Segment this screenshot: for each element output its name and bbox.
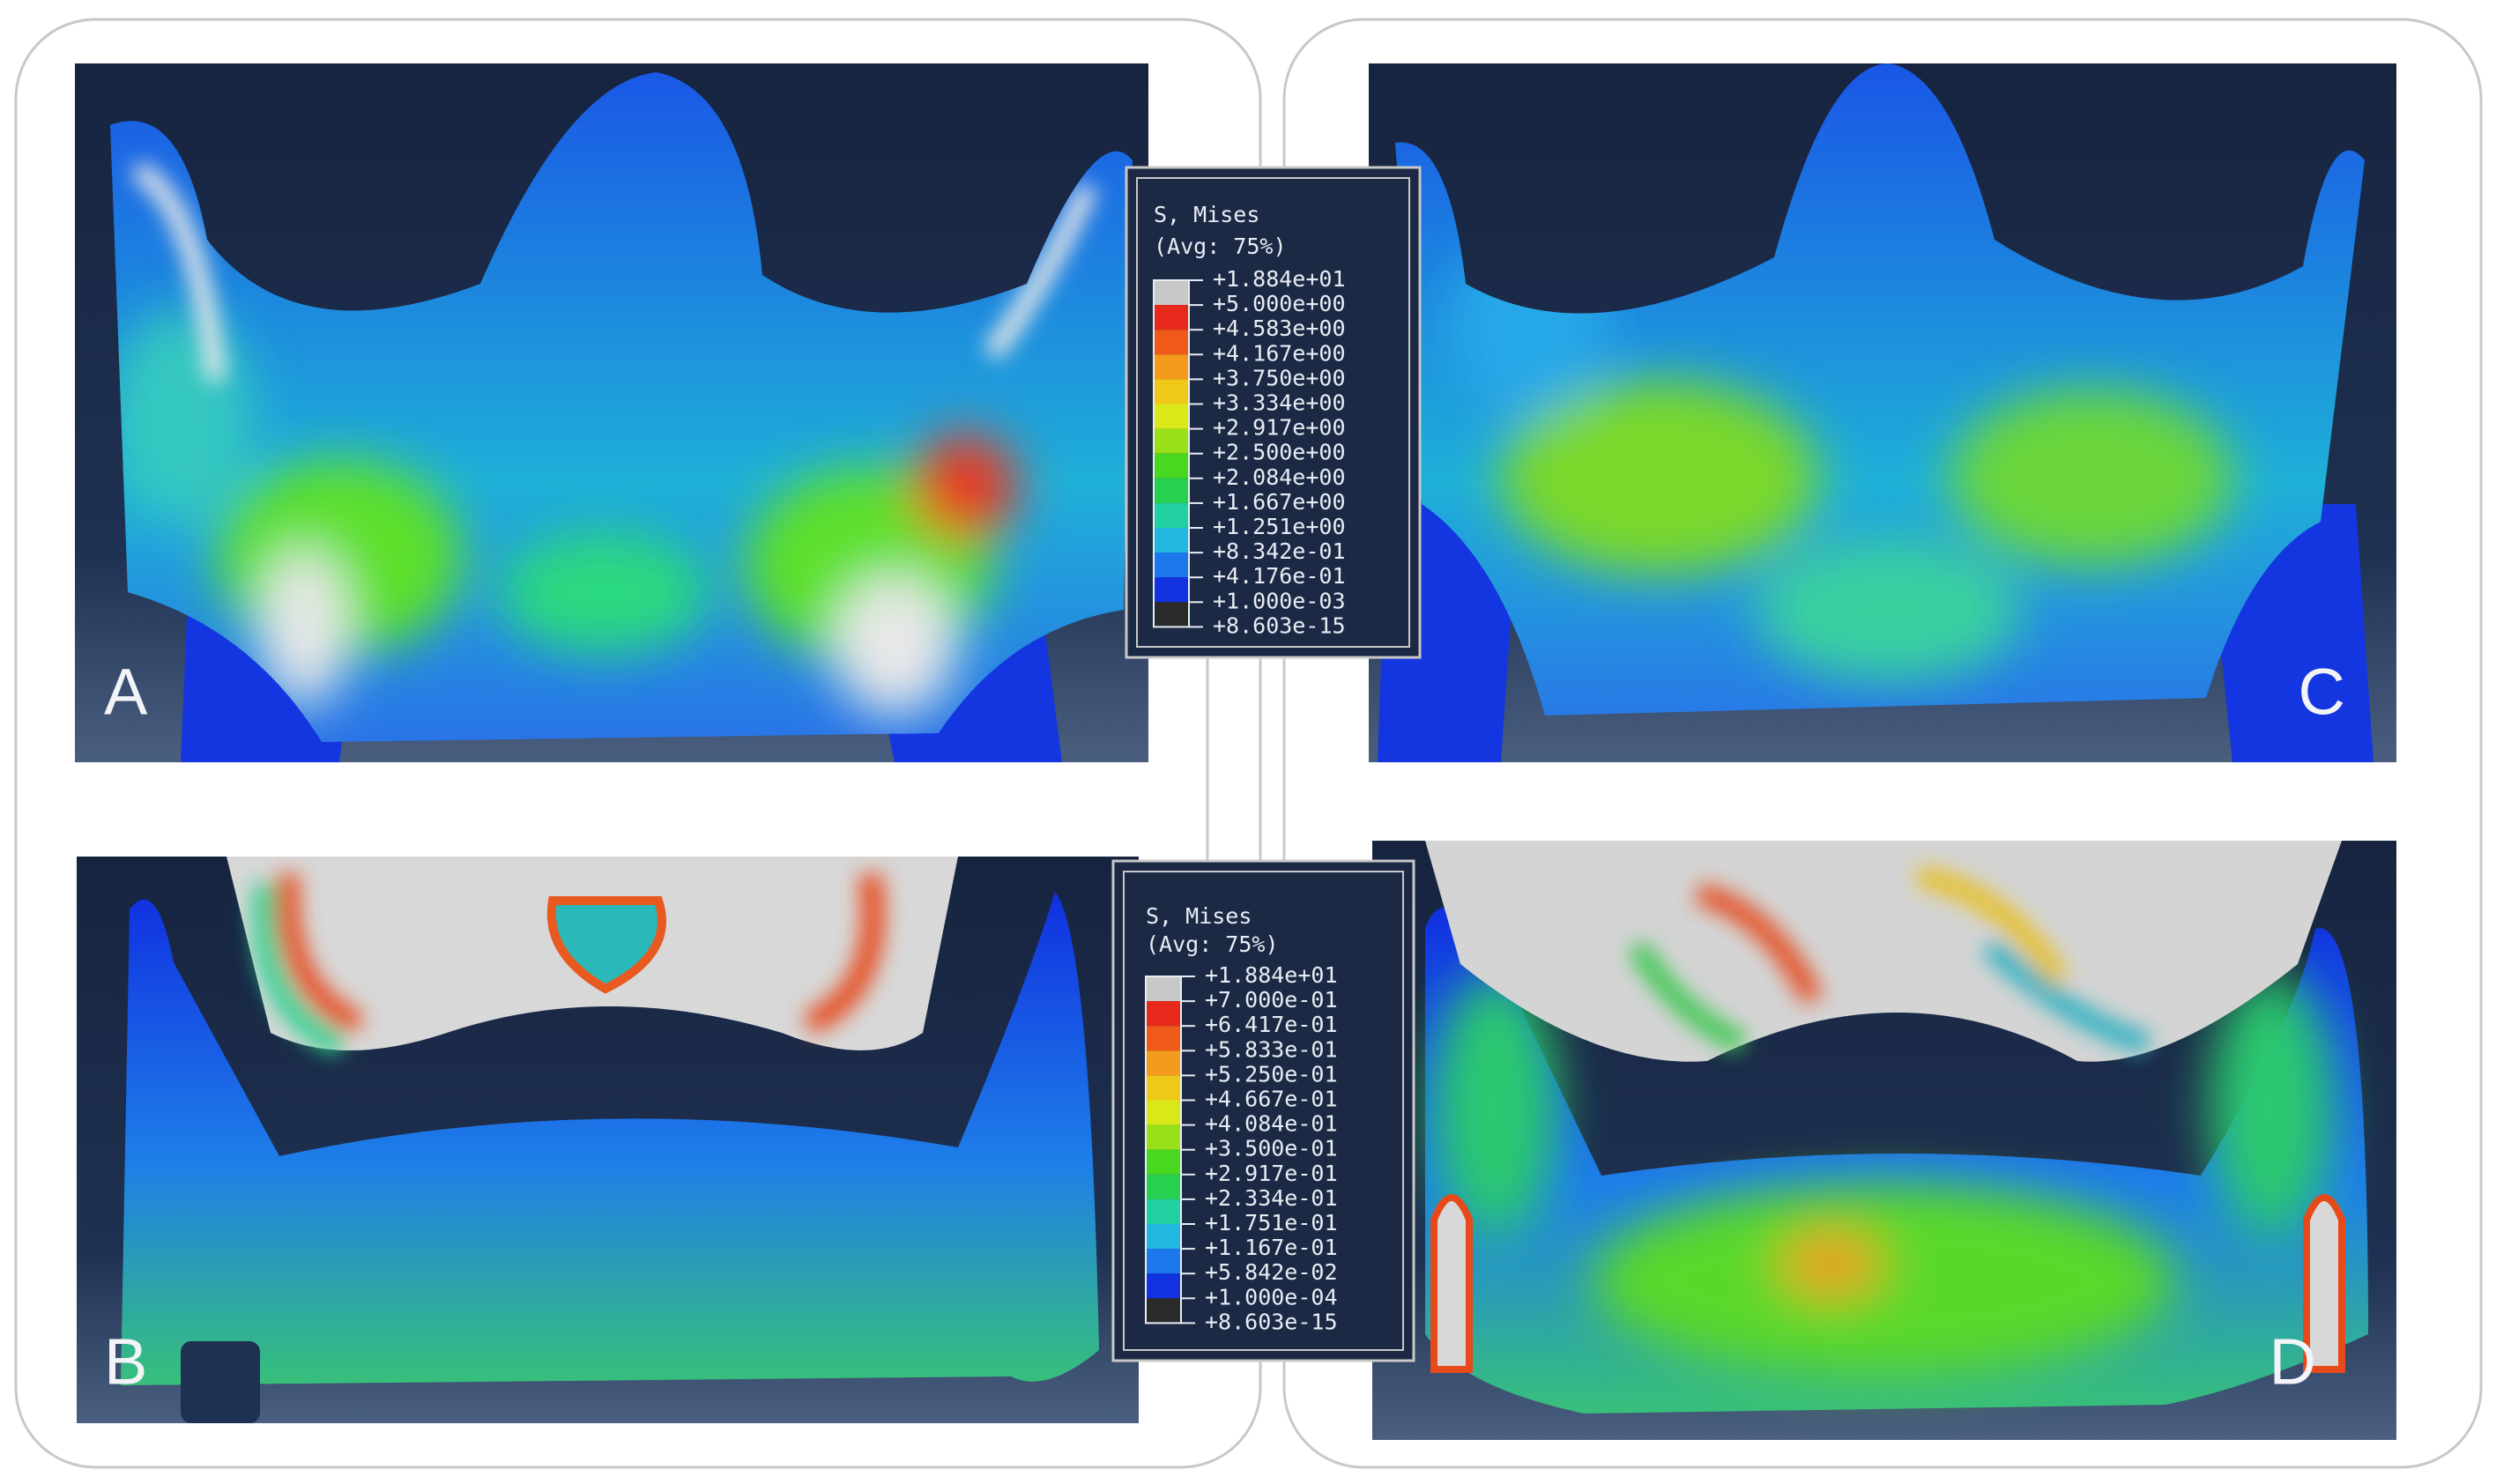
legend-label: +4.176e-01 (1213, 563, 1346, 589)
legend-swatch (1146, 1249, 1181, 1274)
legend-label: +4.667e-01 (1205, 1087, 1338, 1112)
legend-swatch (1146, 976, 1181, 1002)
legend-swatch (1146, 1149, 1181, 1175)
legend-swatch (1146, 1100, 1181, 1125)
panel-d: D (1372, 841, 2396, 1440)
legend-swatch (1154, 404, 1189, 429)
legend-swatch (1154, 577, 1189, 603)
legend-swatch (1146, 1298, 1181, 1324)
legend-swatch (1154, 502, 1189, 528)
legend-label: +8.603e-15 (1205, 1309, 1338, 1334)
panel-c: C (1369, 63, 2396, 762)
legend-swatch (1146, 1026, 1181, 1051)
legend-label: +1.167e-01 (1205, 1235, 1338, 1260)
legend-label: +7.000e-01 (1205, 987, 1338, 1013)
legend-swatch (1154, 280, 1189, 306)
legend-swatch (1146, 1001, 1181, 1027)
legend-label: +5.000e+00 (1213, 291, 1346, 316)
legend-label: +4.583e+00 (1213, 315, 1346, 341)
legend-label: +1.000e-03 (1213, 588, 1346, 613)
panel-b: B (77, 857, 1139, 1423)
panel-letter: C (2299, 656, 2345, 729)
legend-label: +1.667e+00 (1213, 489, 1346, 515)
legend-label: +8.603e-15 (1213, 612, 1346, 638)
legend-label: +3.334e+00 (1213, 390, 1346, 416)
legend-label: +8.342e-01 (1213, 538, 1346, 564)
legend-swatch (1146, 1124, 1181, 1150)
legend-swatch (1154, 428, 1189, 454)
legend-swatch (1146, 1273, 1181, 1299)
legend-label: +2.084e+00 (1213, 464, 1346, 490)
legend-label: +1.884e+01 (1213, 266, 1346, 292)
legend-swatch (1154, 453, 1189, 479)
legend-swatch (1154, 602, 1189, 627)
legend: S, Mises (Avg: 75%) +1.884e+01+7.000e-01… (1111, 859, 1415, 1362)
legend-label: +2.334e-01 (1205, 1185, 1338, 1211)
legend-swatch (1154, 478, 1189, 503)
legend-label: +3.500e-01 (1205, 1136, 1338, 1161)
legend-swatch (1146, 1198, 1181, 1224)
legend-swatch (1154, 528, 1189, 553)
legend: S, Mises (Avg: 75%) +1.884e+01+5.000e+00… (1125, 166, 1422, 659)
frame-right (1282, 18, 2483, 1469)
legend-swatch (1154, 553, 1189, 578)
legend-label: +1.000e-04 (1205, 1284, 1338, 1310)
legend-title: S, Mises (1146, 903, 1252, 929)
legend-subtitle: (Avg: 75%) (1154, 234, 1287, 259)
legend-label: +2.917e-01 (1205, 1161, 1338, 1186)
legend-label: +5.842e-02 (1205, 1259, 1338, 1285)
legend-label: +1.751e-01 (1205, 1210, 1338, 1235)
legend-title: S, Mises (1154, 202, 1259, 227)
legend-label: +6.417e-01 (1205, 1012, 1338, 1037)
legend-swatch (1154, 330, 1189, 355)
legend-bar-outline (1145, 976, 1182, 1324)
legend-swatch (1154, 354, 1189, 380)
panel-letter: D (2269, 1325, 2316, 1399)
frame-left (14, 18, 1262, 1469)
legend-swatch (1146, 1050, 1181, 1076)
legend-swatch (1154, 305, 1189, 330)
legend-label: +2.917e+00 (1213, 415, 1346, 441)
panel-letter: B (104, 1325, 147, 1399)
legend-swatch (1146, 1174, 1181, 1199)
legend-label: +1.251e+00 (1213, 514, 1346, 539)
legend-swatch (1146, 1075, 1181, 1101)
legend-subtitle: (Avg: 75%) (1146, 931, 1279, 957)
legend-label: +5.833e-01 (1205, 1036, 1338, 1062)
legend-label: +4.167e+00 (1213, 340, 1346, 366)
legend-label: +2.500e+00 (1213, 440, 1346, 465)
panel-a: A (75, 63, 1148, 762)
legend-swatch (1146, 1224, 1181, 1250)
panel-letter: A (104, 656, 148, 729)
legend-bar-outline (1153, 279, 1190, 628)
legend-label: +5.250e-01 (1205, 1061, 1338, 1087)
legend-label: +4.084e-01 (1205, 1111, 1338, 1137)
legend-label: +1.884e+01 (1205, 962, 1338, 988)
legend-swatch (1154, 379, 1189, 404)
legend-label: +3.750e+00 (1213, 365, 1346, 390)
